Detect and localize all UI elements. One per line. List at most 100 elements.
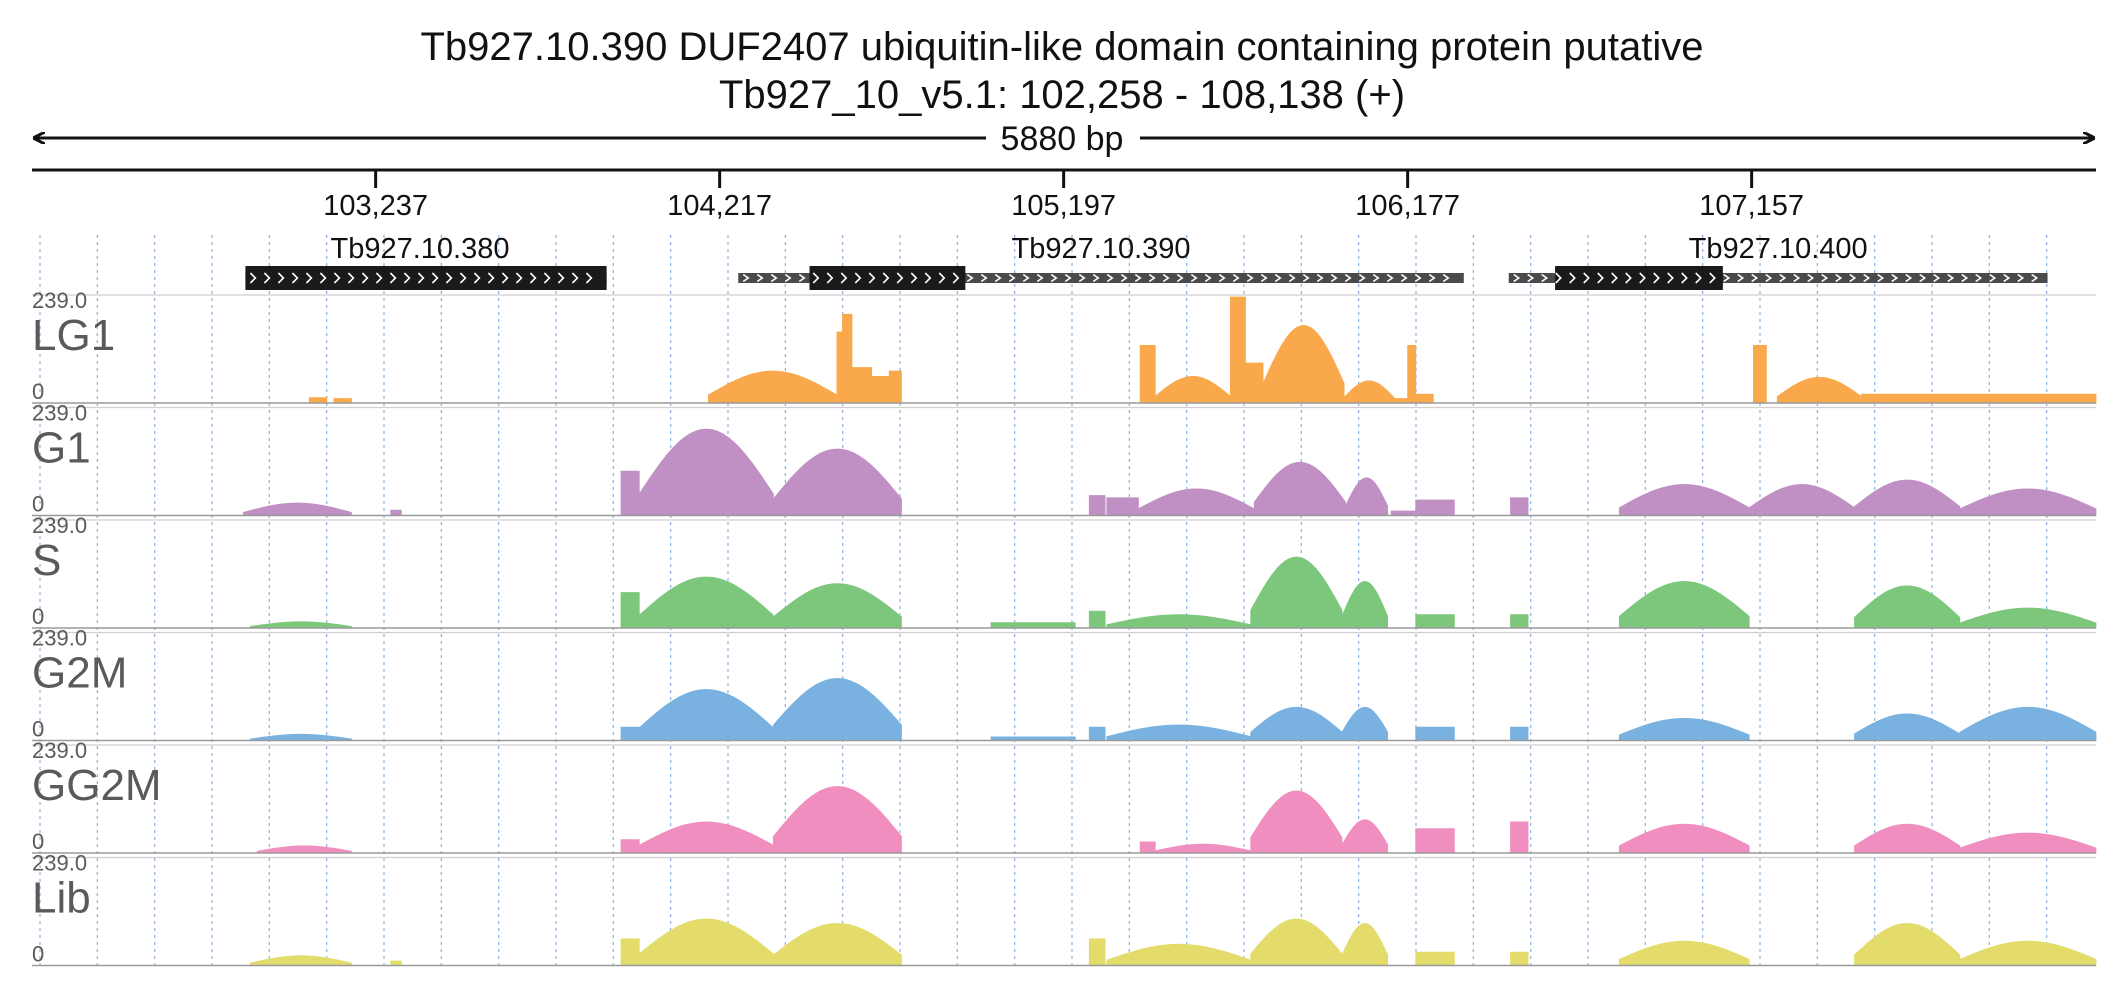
strand-arrow-icon — [1064, 273, 1072, 283]
coverage-area — [772, 922, 902, 966]
coverage-area — [1854, 479, 1961, 516]
strand-arrow-icon — [1541, 273, 1549, 283]
strand-arrow-icon — [994, 273, 1002, 283]
coverage-area — [249, 955, 352, 966]
coverage-area — [1343, 380, 1395, 404]
coverage-area — [638, 918, 774, 966]
strand-arrow-icon — [1779, 273, 1787, 283]
track-name-label: LG1 — [32, 311, 115, 360]
coverage-area — [1138, 488, 1255, 516]
track-ymin-label: 0 — [32, 829, 44, 854]
coverage-track-s: 239.0 0 S — [32, 513, 2097, 629]
coverage-area — [308, 397, 328, 404]
strand-arrow-icon — [1667, 272, 1674, 284]
coverage-area — [1139, 344, 1156, 404]
strand-arrow-icon — [1176, 273, 1184, 283]
coverage-area — [1415, 726, 1455, 741]
coverage-area — [1341, 922, 1389, 966]
coverage-tracks: 239.00LG1239.00G1239.00S239.00G2M239.00G… — [32, 288, 2097, 967]
strand-arrow-icon — [473, 272, 481, 284]
coverage-area — [1250, 556, 1343, 629]
coverage-area — [249, 733, 352, 741]
ruler-tick-label: 103,237 — [323, 190, 428, 222]
strand-arrow-icon — [1400, 273, 1408, 283]
coverage-area — [1262, 324, 1345, 404]
strand-arrow-icon — [1316, 273, 1324, 283]
strand-arrow-icon — [1709, 272, 1716, 284]
coverage-area — [1959, 940, 2097, 966]
coverage-area — [1618, 581, 1750, 629]
coverage-area — [1861, 393, 2097, 404]
coverage-area — [1088, 726, 1106, 741]
gene-label: Tb927.10.390 — [1012, 233, 1191, 265]
coverage-area — [1854, 585, 1961, 629]
coverage-area — [842, 313, 853, 404]
strand-arrow-icon — [2003, 273, 2011, 283]
strand-arrow-icon — [1569, 272, 1576, 284]
coverage-area — [249, 621, 352, 629]
coverage-area — [1618, 823, 1750, 854]
coverage-area — [620, 726, 640, 741]
strand-arrow-icon — [277, 272, 285, 284]
track-ymax-label: 239.0 — [32, 401, 87, 426]
coverage-area — [1748, 484, 1855, 516]
coverage-area — [851, 367, 873, 404]
strand-arrow-icon — [1975, 273, 1983, 283]
coverage-area — [1753, 344, 1767, 404]
ruler-ticks: 103,237 104,217 105,197 106,177 107,157 — [323, 170, 1804, 222]
track-ymax-label: 239.0 — [32, 288, 87, 313]
strand-arrow-icon — [1793, 273, 1801, 283]
strand-arrow-icon — [249, 272, 257, 284]
coverage-area — [836, 331, 843, 404]
coverage-track-lib: 239.0 0 Lib — [32, 851, 2097, 967]
gene-label: Tb927.10.380 — [331, 233, 510, 265]
ruler-tick-label: 105,197 — [1011, 190, 1116, 222]
strand-arrow-icon — [2017, 273, 2025, 283]
coverage-area — [620, 470, 640, 516]
strand-arrow-icon — [1849, 273, 1857, 283]
coverage-area — [1088, 610, 1106, 629]
coverage-area — [638, 821, 774, 854]
strand-arrow-icon — [291, 272, 299, 284]
strand-arrow-icon — [305, 272, 313, 284]
strand-arrow-icon — [882, 272, 890, 284]
coverage-area — [1959, 832, 2097, 854]
coverage-area — [1959, 488, 2097, 516]
coverage-area — [1510, 951, 1529, 966]
coverage-area — [1139, 841, 1156, 854]
track-ymin-label: 0 — [32, 379, 44, 404]
strand-arrow-icon — [1737, 273, 1745, 283]
coverage-area — [1407, 344, 1417, 404]
strand-arrow-icon — [1386, 273, 1394, 283]
strand-arrow-icon — [1863, 273, 1871, 283]
strand-arrow-icon — [1639, 272, 1646, 284]
coverage-area — [772, 678, 902, 741]
strand-arrow-icon — [263, 272, 271, 284]
track-name-label: S — [32, 536, 61, 585]
strand-arrow-icon — [1877, 273, 1885, 283]
strand-arrow-icon — [812, 272, 820, 284]
strand-arrow-icon — [333, 272, 341, 284]
strand-arrow-icon — [1947, 273, 1955, 283]
gene-utr — [1508, 273, 2048, 283]
strand-arrow-icon — [431, 272, 439, 284]
coverage-area — [772, 448, 902, 516]
strand-arrow-icon — [487, 272, 495, 284]
coverage-area — [1250, 706, 1343, 741]
strand-arrow-icon — [1583, 272, 1590, 284]
strand-arrow-icon — [1274, 273, 1282, 283]
ruler-tick-label: 106,177 — [1355, 190, 1460, 222]
strand-arrow-icon — [1597, 272, 1604, 284]
coverage-area — [1618, 717, 1750, 741]
track-name-label: Lib — [32, 874, 91, 923]
strand-arrow-icon — [1807, 273, 1815, 283]
strand-arrow-icon — [1989, 273, 1997, 283]
coverage-area — [1106, 724, 1252, 741]
strand-arrow-icon — [1036, 273, 1044, 283]
strand-arrow-icon — [1751, 273, 1759, 283]
gene-cds — [245, 266, 607, 290]
coverage-area — [1106, 943, 1252, 966]
strand-arrow-icon — [1695, 272, 1702, 284]
strand-arrow-icon — [1681, 272, 1688, 284]
